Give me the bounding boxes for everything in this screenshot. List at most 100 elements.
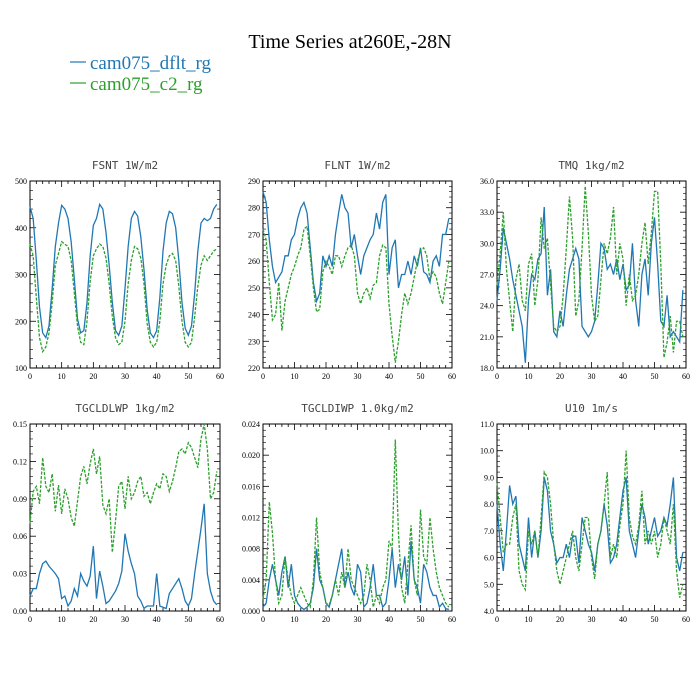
y-tick-label: 200: [15, 317, 27, 326]
y-tick-label: 280: [248, 204, 260, 213]
y-tick-label: 260: [248, 257, 260, 266]
x-tick-label: 10: [58, 615, 66, 624]
y-tick-label: 33.0: [480, 208, 494, 217]
y-tick-label: 500: [15, 177, 27, 186]
y-tick-label: 9.0: [484, 473, 494, 482]
x-tick-label: 40: [619, 615, 627, 624]
y-tick-label: 21.0: [480, 333, 494, 342]
panel-title: U10 1m/s: [565, 402, 618, 415]
x-tick-label: 30: [121, 372, 129, 381]
y-tick-label: 5.0: [484, 580, 494, 589]
x-tick-label: 30: [588, 615, 596, 624]
y-tick-label: 0.020: [242, 451, 260, 460]
y-tick-label: 18.0: [480, 364, 494, 373]
x-tick-label: 50: [184, 615, 192, 624]
panel-title: TGCLDLWP 1kg/m2: [75, 402, 174, 415]
y-tick-label: 7.0: [484, 527, 494, 536]
x-tick-label: 60: [448, 372, 456, 381]
y-tick-label: 240: [248, 311, 260, 320]
panel-title: FLNT 1W/m2: [324, 159, 390, 172]
x-tick-label: 20: [322, 615, 330, 624]
y-tick-label: 0.000: [242, 607, 260, 616]
x-tick-label: 20: [89, 372, 97, 381]
x-tick-label: 0: [28, 615, 32, 624]
plot-frame: [29, 423, 221, 612]
x-tick-label: 60: [682, 615, 690, 624]
series-line-0: [29, 202, 218, 340]
plot-frame: [262, 423, 453, 612]
y-tick-label: 100: [15, 364, 27, 373]
y-tick-label: 10.0: [480, 447, 494, 456]
x-tick-label: 20: [89, 615, 97, 624]
series-line-1: [262, 225, 450, 363]
x-tick-label: 0: [261, 615, 265, 624]
panel-0: FSNT 1W/m2 0 10 20 30 40 50 60 100 200 300 400 500: [15, 159, 224, 381]
panel-title: FSNT 1W/m2: [92, 159, 158, 172]
x-tick-label: 0: [28, 372, 32, 381]
y-tick-label: 0.024: [242, 420, 260, 429]
x-tick-label: 20: [556, 372, 564, 381]
x-tick-label: 40: [153, 372, 161, 381]
x-tick-label: 60: [216, 615, 224, 624]
x-tick-label: 30: [354, 372, 362, 381]
x-tick-label: 30: [354, 615, 362, 624]
series-line-1: [29, 240, 218, 354]
series-line-1: [29, 423, 218, 553]
y-tick-label: 0.12: [13, 457, 27, 466]
y-tick-label: 36.0: [480, 177, 494, 186]
x-tick-label: 40: [385, 372, 393, 381]
legend: cam075_dflt_rg cam075_c2_rg: [70, 53, 212, 95]
x-tick-label: 20: [322, 372, 330, 381]
x-tick-label: 40: [385, 615, 393, 624]
x-tick-label: 0: [261, 372, 265, 381]
series-line-0: [262, 191, 450, 304]
x-tick-label: 50: [184, 372, 192, 381]
plot-frame: [496, 423, 687, 612]
x-tick-label: 30: [121, 615, 129, 624]
x-tick-label: 20: [556, 615, 564, 624]
series-line-0: [496, 206, 684, 363]
panel-3: TGCLDLWP 1kg/m2 0 10 20 30 40 50 60 0.00 0.03 0.06…: [13, 402, 224, 624]
x-tick-label: 60: [448, 615, 456, 624]
x-tick-label: 10: [58, 372, 66, 381]
series-line-0: [496, 477, 684, 572]
x-tick-label: 50: [651, 615, 659, 624]
y-tick-label: 270: [248, 230, 260, 239]
x-tick-label: 50: [417, 372, 425, 381]
series-line-0: [262, 540, 450, 611]
panel-1: FLNT 1W/m2 0 10 20 30 40 50 60 220 230 240 250 260 27…: [248, 159, 456, 381]
x-tick-label: 40: [619, 372, 627, 381]
y-tick-label: 400: [15, 224, 27, 233]
panel-title: TGCLDIWP 1.0kg/m2: [301, 402, 414, 415]
y-tick-label: 0.016: [242, 482, 260, 491]
y-tick-label: 250: [248, 284, 260, 293]
y-tick-label: 8.0: [484, 500, 494, 509]
x-tick-label: 60: [216, 372, 224, 381]
x-tick-label: 60: [682, 372, 690, 381]
x-tick-label: 0: [495, 372, 499, 381]
panel-title: TMQ 1kg/m2: [558, 159, 624, 172]
x-tick-label: 40: [153, 615, 161, 624]
panel-4: TGCLDIWP 1.0kg/m2 0 10 20 30 40 50 60 0.000 0.004…: [242, 402, 456, 624]
x-tick-label: 0: [495, 615, 499, 624]
x-tick-label: 10: [291, 615, 299, 624]
series-line-1: [496, 450, 684, 598]
y-tick-label: 4.0: [484, 607, 494, 616]
y-tick-label: 11.0: [480, 420, 494, 429]
y-tick-label: 24.0: [480, 302, 494, 311]
y-tick-label: 300: [15, 271, 27, 280]
legend-label-1: cam075_c2_rg: [90, 74, 203, 95]
x-tick-label: 50: [651, 372, 659, 381]
y-tick-label: 0.004: [242, 576, 260, 585]
y-tick-label: 6.0: [484, 554, 494, 563]
y-tick-label: 0.03: [13, 570, 27, 579]
panel-5: U10 1m/s 0 10 20 30 40 50 60 4.0 5.0 6.0 7.0 8.0 9.0 1…: [480, 402, 690, 624]
y-tick-label: 230: [248, 337, 260, 346]
y-tick-label: 290: [248, 177, 260, 186]
series-line-0: [29, 503, 218, 610]
y-tick-label: 27.0: [480, 271, 494, 280]
y-tick-label: 0.012: [242, 514, 260, 523]
figure-title: Time Series at260E,-28N: [248, 31, 451, 53]
x-tick-label: 10: [291, 372, 299, 381]
